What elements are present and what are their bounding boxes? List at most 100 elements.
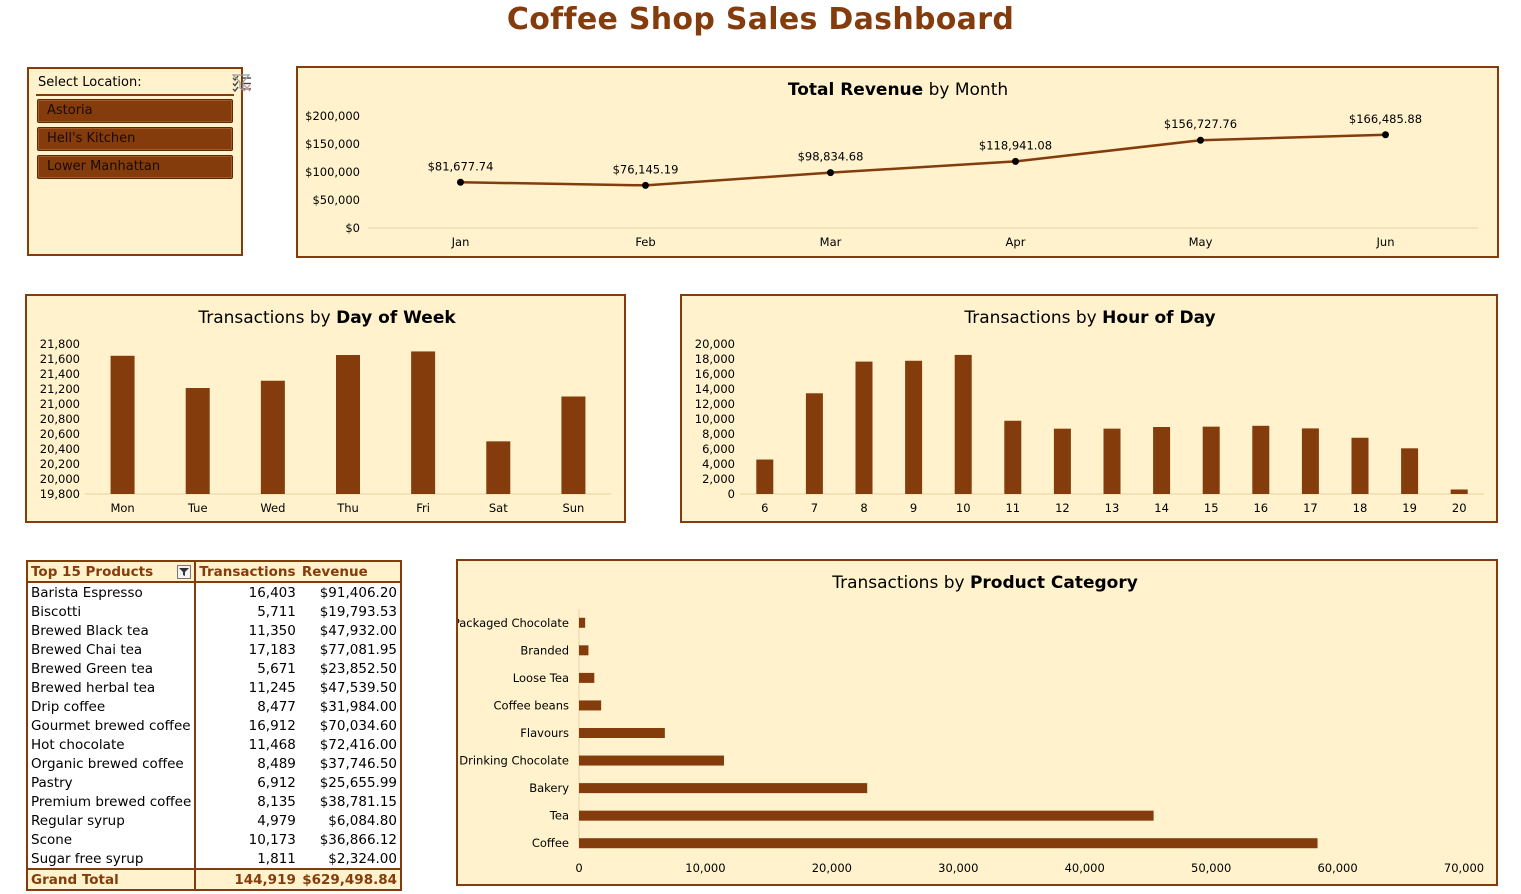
- grand-total-revenue: $629,498.84: [298, 868, 403, 891]
- y-tick-label: 21,400: [40, 367, 80, 381]
- pivot-header-products[interactable]: Top 15 Products: [25, 560, 197, 583]
- grand-total-row: Grand Total 144,919 $629,498.84: [25, 868, 403, 891]
- x-tick-label: Sat: [489, 501, 508, 515]
- revenue-cell: $38,781.15: [298, 792, 403, 811]
- transactions-cell: 4,979: [257, 812, 296, 829]
- product-name-cell: Sugar free syrup: [25, 849, 197, 869]
- table-row: Organic brewed coffee 8,489 $37,746.50: [25, 754, 403, 773]
- hour-bar-chart: Transactions by Hour of Day 02,0004,0006…: [695, 308, 1484, 515]
- revenue-cell: $25,655.99: [298, 773, 403, 792]
- dashboard-title: Coffee Shop Sales Dashboard: [506, 2, 1015, 37]
- x-tick-label: 18: [1353, 501, 1368, 515]
- x-tick-label: Mon: [110, 501, 134, 515]
- bar: [1450, 489, 1468, 494]
- svg-text:Total Revenue by Month: Total Revenue by Month: [788, 80, 1008, 100]
- bar: [1004, 420, 1022, 494]
- svg-text:Transactions by Day of Week: Transactions by Day of Week: [197, 308, 456, 328]
- bar: [1202, 426, 1220, 494]
- x-tick-label: 6: [761, 501, 768, 515]
- x-tick-label: 10,000: [685, 861, 725, 875]
- category-chart-panel: Transactions by Product Category 0 10,000…: [456, 559, 1498, 886]
- location-slicer: Select Location: Astoria Hell's Kitchen …: [27, 67, 251, 256]
- table-row: Hot chocolate 11,468 $72,416.00: [25, 735, 403, 754]
- bar: [579, 755, 724, 766]
- revenue-cell: $2,324.00: [298, 849, 403, 869]
- x-tick-label: Tue: [187, 501, 208, 515]
- y-tick-label: Flavours: [520, 726, 569, 740]
- product-name-cell: Brewed Black tea: [25, 621, 197, 640]
- bar: [110, 355, 135, 494]
- filter-icon[interactable]: [177, 564, 192, 579]
- hour-chart-title-bold: Hour of Day: [1102, 308, 1215, 328]
- table-row: Regular syrup 4,979 $6,084.80: [25, 811, 403, 830]
- transactions-cell: 8,477: [257, 698, 296, 715]
- table-row: Brewed herbal tea 11,245 $47,539.50: [25, 678, 403, 697]
- y-tick-label: 20,400: [40, 442, 80, 456]
- y-tick-label: 2,000: [702, 472, 735, 486]
- transactions-cell: 5,711: [257, 603, 296, 620]
- x-tick-label: 60,000: [1317, 861, 1357, 875]
- x-tick-label: 19: [1402, 501, 1417, 515]
- slicer-item-hells-kitchen[interactable]: Hell's Kitchen: [37, 127, 233, 151]
- y-tick-label: 19,800: [40, 487, 80, 501]
- x-tick-label: May: [1189, 235, 1213, 249]
- table-row: Brewed Green tea 5,671 $23,852.50: [25, 659, 403, 678]
- bar: [1351, 437, 1369, 494]
- y-tick-label: Coffee: [532, 836, 569, 850]
- y-tick-label: $150,000: [305, 137, 360, 151]
- y-tick-label: 20,000: [695, 337, 735, 351]
- bar: [1252, 425, 1270, 494]
- bar: [579, 672, 595, 683]
- slicer-item-lower-manhattan[interactable]: Lower Manhattan: [37, 155, 233, 179]
- x-tick-label: 16: [1253, 501, 1268, 515]
- revenue-cell: $91,406.20: [298, 582, 403, 602]
- bar: [905, 360, 923, 494]
- pivot-header-revenue: Revenue: [298, 560, 403, 583]
- revenue-cell: $72,416.00: [298, 735, 403, 754]
- bar: [855, 361, 873, 494]
- x-tick-label: 10: [956, 501, 971, 515]
- y-tick-label: 20,600: [40, 427, 80, 441]
- table-row: Sugar free syrup 1,811 $2,324.00: [25, 849, 403, 869]
- bar: [954, 354, 972, 494]
- product-name-cell: Drip coffee: [25, 697, 197, 716]
- product-name-cell: Brewed herbal tea: [25, 678, 197, 697]
- x-tick-label: 15: [1204, 501, 1219, 515]
- product-name-cell: Brewed Green tea: [25, 659, 197, 678]
- x-tick-label: Thu: [336, 501, 359, 515]
- revenue-cell: $19,793.53: [298, 602, 403, 621]
- data-label: $118,941.08: [979, 138, 1052, 152]
- y-tick-label: 8,000: [702, 427, 735, 441]
- data-point: [1012, 157, 1019, 165]
- product-name-cell: Gourmet brewed coffee: [25, 716, 197, 735]
- x-tick-label: 11: [1005, 501, 1020, 515]
- pivot-header-transactions: Transactions: [195, 560, 299, 583]
- data-point: [1382, 131, 1389, 139]
- x-tick-label: 40,000: [1065, 861, 1105, 875]
- y-tick-label: 21,000: [40, 397, 80, 411]
- bar: [579, 700, 602, 711]
- table-row: Brewed Black tea 11,350 $47,932.00: [25, 621, 403, 640]
- bar: [1053, 428, 1071, 494]
- y-tick-label: Tea: [549, 809, 569, 823]
- hour-chart-panel: Transactions by Hour of Day 0 2,000 4,000 6…: [680, 294, 1498, 523]
- y-tick-label: 21,600: [40, 352, 80, 366]
- x-tick-label: 0: [575, 861, 582, 875]
- transactions-cell: 16,912: [248, 717, 296, 734]
- y-tick-label: 20,200: [40, 457, 80, 471]
- x-tick-label: 14: [1154, 501, 1169, 515]
- y-tick-label: Drinking Chocolate: [459, 754, 569, 768]
- revenue-cell: $47,932.00: [298, 621, 403, 640]
- bar: [579, 728, 665, 738]
- slicer-item-astoria[interactable]: Astoria: [37, 99, 233, 123]
- clear-filter-icon[interactable]: [232, 74, 252, 92]
- table-row: Drip coffee 8,477 $31,984.00: [25, 697, 403, 716]
- x-tick-label: Apr: [1006, 235, 1026, 249]
- x-tick-label: Wed: [260, 501, 285, 515]
- y-tick-label: 12,000: [695, 397, 735, 411]
- revenue-line-chart: Total Revenue by Month $0 $50,000 $100,000…: [305, 80, 1478, 249]
- y-tick-label: 4,000: [702, 457, 735, 471]
- table-row: Brewed Chai tea 17,183 $77,081.95: [25, 640, 403, 659]
- y-tick-label: Coffee beans: [494, 698, 570, 712]
- bar: [579, 617, 586, 628]
